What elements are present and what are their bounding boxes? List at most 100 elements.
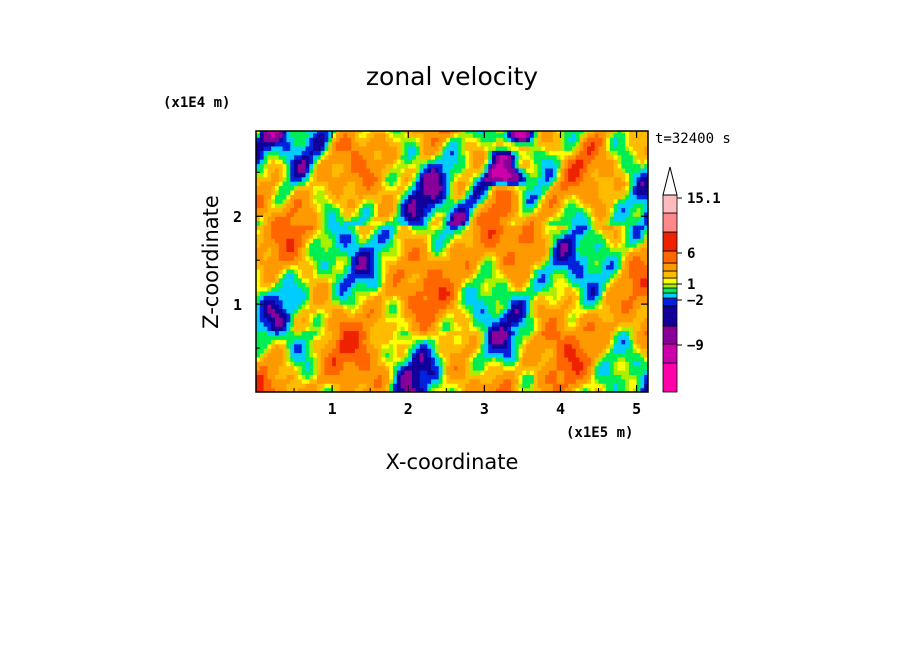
heatmap-cell <box>476 378 482 384</box>
heatmap-cell <box>404 343 409 349</box>
heatmap-cell <box>320 154 326 160</box>
heatmap-cell <box>343 260 348 266</box>
heatmap-cell <box>275 317 280 323</box>
heatmap-cell <box>381 387 386 392</box>
heatmap-cell <box>282 387 287 392</box>
heatmap-cell <box>446 352 451 358</box>
heatmap-cell <box>507 189 512 195</box>
heatmap-cell <box>484 370 489 375</box>
heatmap-cell <box>339 312 345 318</box>
heatmap-cell <box>320 361 326 367</box>
heatmap-cell <box>469 370 474 375</box>
heatmap-cell <box>389 220 394 226</box>
heatmap-cell <box>256 304 261 310</box>
heatmap-cell <box>332 185 337 191</box>
heatmap-cell <box>514 269 520 274</box>
heatmap-cell <box>351 247 356 252</box>
heatmap-cell <box>511 383 516 389</box>
heatmap-cell <box>541 361 546 367</box>
heatmap-cell <box>556 378 562 384</box>
heatmap-cell <box>438 247 444 252</box>
heatmap-cell <box>377 132 383 138</box>
heatmap-cell <box>415 330 421 336</box>
heatmap-cell <box>503 299 508 305</box>
heatmap-cell <box>305 255 310 261</box>
heatmap-cell <box>564 370 569 375</box>
heatmap-cell <box>396 277 402 283</box>
heatmap-cell <box>431 339 436 345</box>
heatmap-cell <box>362 264 367 270</box>
heatmap-cell <box>309 326 314 332</box>
heatmap-cell <box>404 260 409 266</box>
heatmap-cell <box>564 216 569 222</box>
heatmap-cell <box>351 167 356 173</box>
heatmap-cell <box>526 132 531 138</box>
heatmap-cell <box>556 251 562 257</box>
heatmap-cell <box>568 370 573 375</box>
heatmap-cell <box>533 282 539 288</box>
heatmap-cell <box>419 233 425 239</box>
heatmap-cell <box>339 295 345 301</box>
heatmap-cell <box>503 255 508 261</box>
heatmap-cell <box>533 352 539 358</box>
heatmap-cell <box>381 194 386 200</box>
heatmap-cell <box>495 141 501 147</box>
heatmap-cell <box>389 321 394 327</box>
heatmap-cell <box>339 326 345 332</box>
heatmap-cell <box>511 145 516 151</box>
heatmap-cell <box>328 295 333 301</box>
heatmap-cell <box>507 220 512 226</box>
heatmap-cell <box>431 277 436 283</box>
heatmap-cell <box>484 326 489 332</box>
heatmap-cell <box>389 159 394 165</box>
heatmap-cell <box>480 326 485 332</box>
heatmap-cell <box>343 308 348 314</box>
heatmap-cell <box>533 339 539 345</box>
heatmap-cell <box>355 247 360 252</box>
heatmap-cell <box>469 317 474 323</box>
heatmap-cell <box>560 131 565 134</box>
heatmap-cell <box>408 198 413 204</box>
heatmap-cell <box>419 277 425 283</box>
heatmap-cell <box>568 229 573 235</box>
heatmap-cell <box>503 339 508 345</box>
heatmap-cell <box>492 330 497 336</box>
heatmap-cell <box>297 255 303 261</box>
heatmap-cell <box>469 159 474 165</box>
heatmap-cell <box>511 370 516 375</box>
heatmap-cell <box>427 295 432 301</box>
heatmap-cell <box>480 181 485 187</box>
heatmap-cell <box>476 172 482 178</box>
heatmap-cell <box>404 145 409 151</box>
heatmap-cell <box>324 238 329 244</box>
heatmap-cell <box>518 356 523 362</box>
heatmap-cell <box>404 131 409 134</box>
heatmap-cell <box>313 361 318 367</box>
heatmap-cell <box>343 131 348 134</box>
heatmap-cell <box>442 370 447 375</box>
heatmap-cell <box>412 131 417 134</box>
heatmap-cell <box>495 229 501 235</box>
heatmap-cell <box>278 361 284 367</box>
heatmap-cell <box>263 189 268 195</box>
heatmap-cell <box>358 132 364 138</box>
heatmap-cell <box>347 361 352 367</box>
heatmap-cell <box>278 194 284 200</box>
heatmap-cell <box>423 295 428 301</box>
heatmap-cell <box>297 207 303 213</box>
heatmap-cell <box>347 233 352 239</box>
heatmap-cell <box>442 194 447 200</box>
heatmap-cell <box>545 317 550 323</box>
heatmap-cell <box>324 312 329 318</box>
heatmap-cell <box>358 312 364 318</box>
heatmap-cell <box>446 321 451 327</box>
heatmap-cell <box>271 282 276 288</box>
heatmap-cell <box>495 308 501 314</box>
heatmap-cell <box>545 154 550 160</box>
heatmap-cell <box>294 370 299 375</box>
heatmap-cell <box>332 286 337 292</box>
heatmap-cell <box>564 383 569 389</box>
heatmap-cell <box>472 317 478 323</box>
heatmap-cell <box>484 352 489 358</box>
heatmap-cell <box>393 176 398 182</box>
